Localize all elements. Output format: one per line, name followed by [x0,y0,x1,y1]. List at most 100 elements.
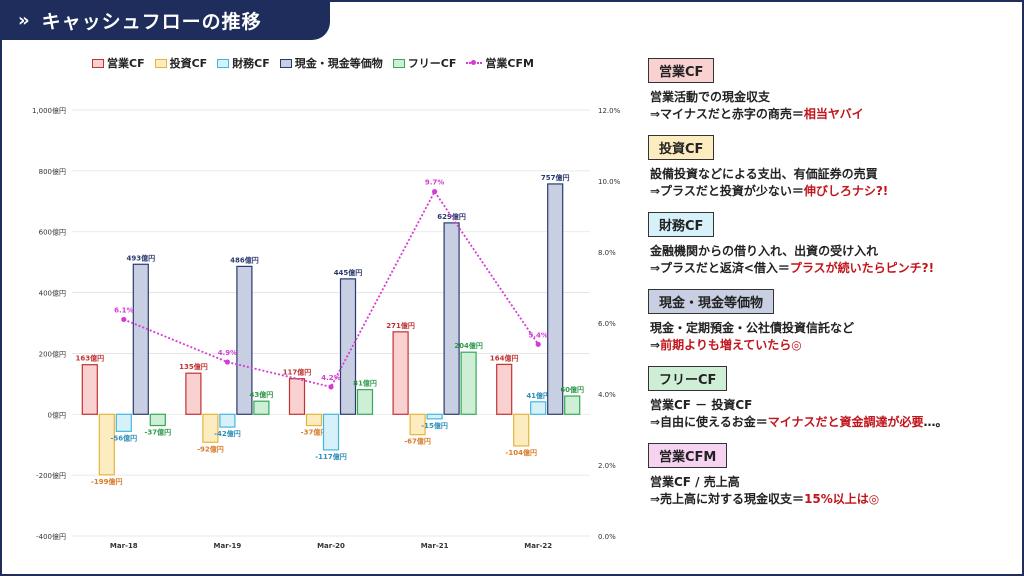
cfm-label: 9.7% [425,179,444,187]
chart-legend: 営業CF 投資CF 財務CF 現金・現金等価物 フリーCF 営業CFM [92,55,534,71]
explain-title: 投資CF [648,135,715,160]
explain-title: フリーCF [648,366,728,391]
cfm-label: 6.1% [114,306,133,314]
bar-op [496,363,513,415]
legend-item-free: フリーCF [392,55,457,71]
explain-line: 現金・定期預金・公社債投資信託など [648,320,1018,337]
bar-label-cash: 445億円 [334,268,363,277]
explain-line: ⇒自由に使えるお金＝マイナスだと資金調達が必要…。 [648,414,1018,431]
legend-label: フリーCF [407,57,457,70]
bar-label-op: 271億円 [386,321,415,330]
explain-title: 財務CF [648,212,715,237]
explain-item: 営業CF 営業活動での現金収支 ⇒マイナスだと赤字の商売＝相当ヤバイ [648,58,1018,123]
explain-item: 営業CFM 営業CF / 売上高 ⇒売上高に対する現金収支＝15%以上は◎ [648,443,1018,508]
explain-text: ⇒プラスだと返済<借入＝ [650,261,790,275]
bar-free [253,400,270,415]
explain-text: 営業CF － 投資CF [650,398,753,412]
highlight-text: 前期よりも増えていたら◎ [660,338,802,352]
cfm-line [123,189,539,388]
explain-item: 財務CF 金融機関からの借り入れ、出資の受け入れ ⇒プラスだと返済<借入＝プラスが続… [648,212,1018,277]
bar-label-fin: -117億円 [315,452,347,461]
explain-text: ⇒マイナスだと赤字の商売＝ [650,107,804,121]
explanation-panel: 営業CF 営業活動での現金収支 ⇒マイナスだと赤字の商売＝相当ヤバイ投資CF 設備投資… [648,58,1018,520]
cfm-point [224,359,230,365]
bar-label-inv: -104億円 [505,448,537,457]
explain-item: 投資CF 設備投資などによる支出、有価証券の売買 ⇒プラスだと投資が少ない＝伸びしろ… [648,135,1018,200]
bar-label-cash: 493億円 [126,253,155,262]
y2-tick-label: 8.0% [598,249,616,257]
explain-text: 営業CF / 売上高 [650,475,740,489]
explain-item: 現金・現金等価物現金・定期預金・公社債投資信託など ⇒前期よりも増えていたら◎ [648,289,1018,354]
bar-label-free: 204億円 [454,341,483,350]
bar-fin [530,401,547,415]
bar-op [392,331,409,415]
explain-title: 現金・現金等価物 [648,289,775,314]
y2-tick-label: 6.0% [598,320,616,328]
legend-label: 営業CF [107,57,145,70]
explain-line: ⇒前期よりも増えていたら◎ [648,337,1018,354]
bar-inv [98,413,115,476]
explain-text: 設備投資などによる支出、有価証券の売買 [650,167,878,181]
y-tick-label: 0億円 [48,410,66,419]
bar-label-inv: -37億円 [301,428,328,437]
page-title: キャッシュフローの推移 [41,10,262,33]
explain-text: ⇒プラスだと投資が少ない＝ [650,184,804,198]
explain-line: ⇒プラスだと返済<借入＝プラスが続いたらピンチ?! [648,260,1018,277]
y-tick-label: -400億円 [36,532,66,541]
legend-label: 現金・現金等価物 [294,57,383,70]
y-tick-label: 800億円 [39,167,66,176]
bar-cash [132,263,149,415]
bar-label-fin: 41億円 [526,391,550,400]
x-tick-label: Mar-19 [214,542,242,550]
bar-label-fin: -56億円 [110,433,137,442]
highlight-text: プラスが続いたらピンチ?! [789,261,935,275]
explain-line: 営業活動での現金収支 [648,89,1018,106]
x-tick-label: Mar-21 [421,542,449,550]
bar-label-op: 117億円 [283,368,312,377]
explain-text: 金融機関からの借り入れ、出資の受け入れ [650,244,879,258]
explain-line: 金融機関からの借り入れ、出資の受け入れ [648,243,1018,260]
bar-cash [443,222,460,415]
bar-fin [322,413,340,451]
explain-text: ⇒売上高に対する現金収支＝ [650,492,805,506]
bar-label-inv: -92億円 [197,444,224,453]
legend-swatch-fin [217,58,230,68]
cfm-label: 4.9% [218,349,237,357]
bar-fin [426,413,443,420]
explain-title: 営業CF [648,58,715,83]
title-bar: » キャッシュフローの推移 [0,0,330,40]
highlight-text: 相当ヤバイ [803,107,864,121]
bar-fin [219,413,236,428]
bar-op [185,372,202,415]
bar-label-inv: -67億円 [404,437,431,446]
bar-label-op: 163億円 [75,354,104,363]
y2-tick-label: 2.0% [598,462,616,470]
double-chevron-right-icon: » [18,9,30,31]
legend-item-cash: 現金・現金等価物 [279,55,383,71]
bar-label-fin: -15億円 [421,421,448,430]
bar-inv [513,413,530,447]
highlight-text: マイナスだと資金調達が必要 [767,415,924,429]
bar-label-free: -37億円 [144,428,171,437]
explain-line: ⇒プラスだと投資が少ない＝伸びしろナシ?! [648,183,1018,200]
explain-line: 営業CF / 売上高 [648,474,1018,491]
legend-item-op: 営業CF [92,55,145,71]
explain-text: 営業活動での現金収支 [650,90,771,104]
explain-line: 営業CF － 投資CF [648,397,1018,414]
explain-text: 現金・定期預金・公社債投資信託など [650,321,855,335]
highlight-text: 伸びしろナシ?! [803,184,889,198]
legend-swatch-op [92,58,104,68]
legend-swatch-cash [279,58,292,68]
x-tick-label: Mar-20 [317,542,345,550]
highlight-text: 15%以上は◎ [804,492,880,506]
explain-line: ⇒売上高に対する現金収支＝15%以上は◎ [648,491,1018,508]
y-tick-label: 600億円 [39,228,66,237]
y2-tick-label: 10.0% [598,178,621,186]
cfm-point [121,316,127,323]
bar-label-fin: -42億円 [214,429,241,438]
cfm-point [432,189,438,195]
bar-label-free: 60億円 [560,385,584,394]
legend-item-cfm: 営業CFM [466,55,534,71]
bar-inv [409,413,426,436]
legend-item-fin: 財務CF [217,55,270,71]
